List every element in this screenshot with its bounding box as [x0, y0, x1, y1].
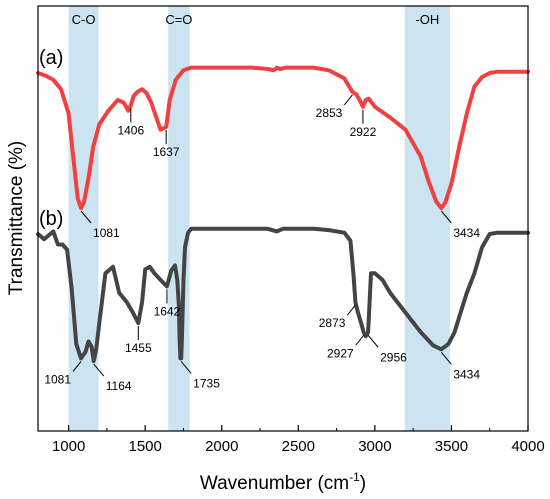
- series-label-b: (b): [39, 208, 63, 230]
- y-axis-label: Transmittance (%): [6, 141, 27, 296]
- annotation-leader-14: [367, 334, 379, 348]
- band-label-3: -OH: [415, 12, 439, 27]
- annotation-leader-13: [355, 334, 365, 346]
- axes: [37, 5, 529, 432]
- annotation-leader-6: [440, 210, 452, 224]
- peak-label-3: 1637: [153, 145, 180, 159]
- x-axis-label-tail: ): [360, 473, 366, 494]
- peak-label-10: 1642: [154, 304, 181, 318]
- peak-label-5: 2922: [350, 125, 377, 139]
- x-tick-label-1000: 1000: [52, 438, 85, 455]
- peak-label-9: 1455: [125, 341, 152, 355]
- peak-label-14: 2956: [380, 350, 407, 364]
- series-line-a: [36, 65, 530, 210]
- annotation-leader-1: [80, 210, 92, 224]
- peak-label-6: 3434: [453, 226, 480, 240]
- spectra-lines: [36, 65, 530, 364]
- peak-label-11: 1735: [193, 376, 220, 390]
- annotation-leader-12: [347, 304, 356, 316]
- x-ticks: 1000 1500 2000 2500 3000 3500 4000: [52, 425, 545, 455]
- annotation-leader-8: [93, 363, 105, 377]
- band-label-1: C-O: [72, 12, 96, 27]
- band-label-2: C=O: [165, 12, 192, 27]
- series-label-a: (a): [39, 47, 63, 69]
- x-axis-label-sup: -1: [349, 470, 360, 484]
- plot-frame: [37, 5, 529, 432]
- peak-label-13: 2927: [327, 346, 354, 360]
- x-tick-label-3000: 3000: [358, 438, 391, 455]
- x-tick-label-3500: 3500: [435, 438, 468, 455]
- x-tick-label-4000: 4000: [511, 438, 544, 455]
- annotation-leader-4: [343, 94, 353, 106]
- peak-label-7: 1081: [44, 372, 71, 386]
- x-tick-label-1500: 1500: [129, 438, 162, 455]
- series-line-b: [36, 226, 530, 364]
- x-tick-label-2000: 2000: [205, 438, 238, 455]
- band-1: [68, 6, 99, 431]
- peak-label-15: 3434: [453, 367, 480, 381]
- peak-label-2: 1406: [117, 123, 144, 137]
- peak-label-12: 2873: [319, 316, 346, 330]
- x-tick-label-2500: 2500: [282, 438, 315, 455]
- x-axis-label: Wavenumber (cm-1): [200, 470, 366, 494]
- annotation-leader-7: [72, 361, 82, 372]
- annotation-leader-11: [180, 361, 192, 374]
- annotation-leader-15: [440, 351, 452, 365]
- peak-label-8: 1164: [106, 379, 132, 393]
- peak-label-4: 2853: [316, 106, 343, 120]
- band-3: [404, 6, 450, 431]
- peak-label-1: 1081: [93, 226, 120, 240]
- peak-annotations: 1081 1406 1637 2853 2922 3434 1081 1164 1455 1642…: [44, 94, 480, 393]
